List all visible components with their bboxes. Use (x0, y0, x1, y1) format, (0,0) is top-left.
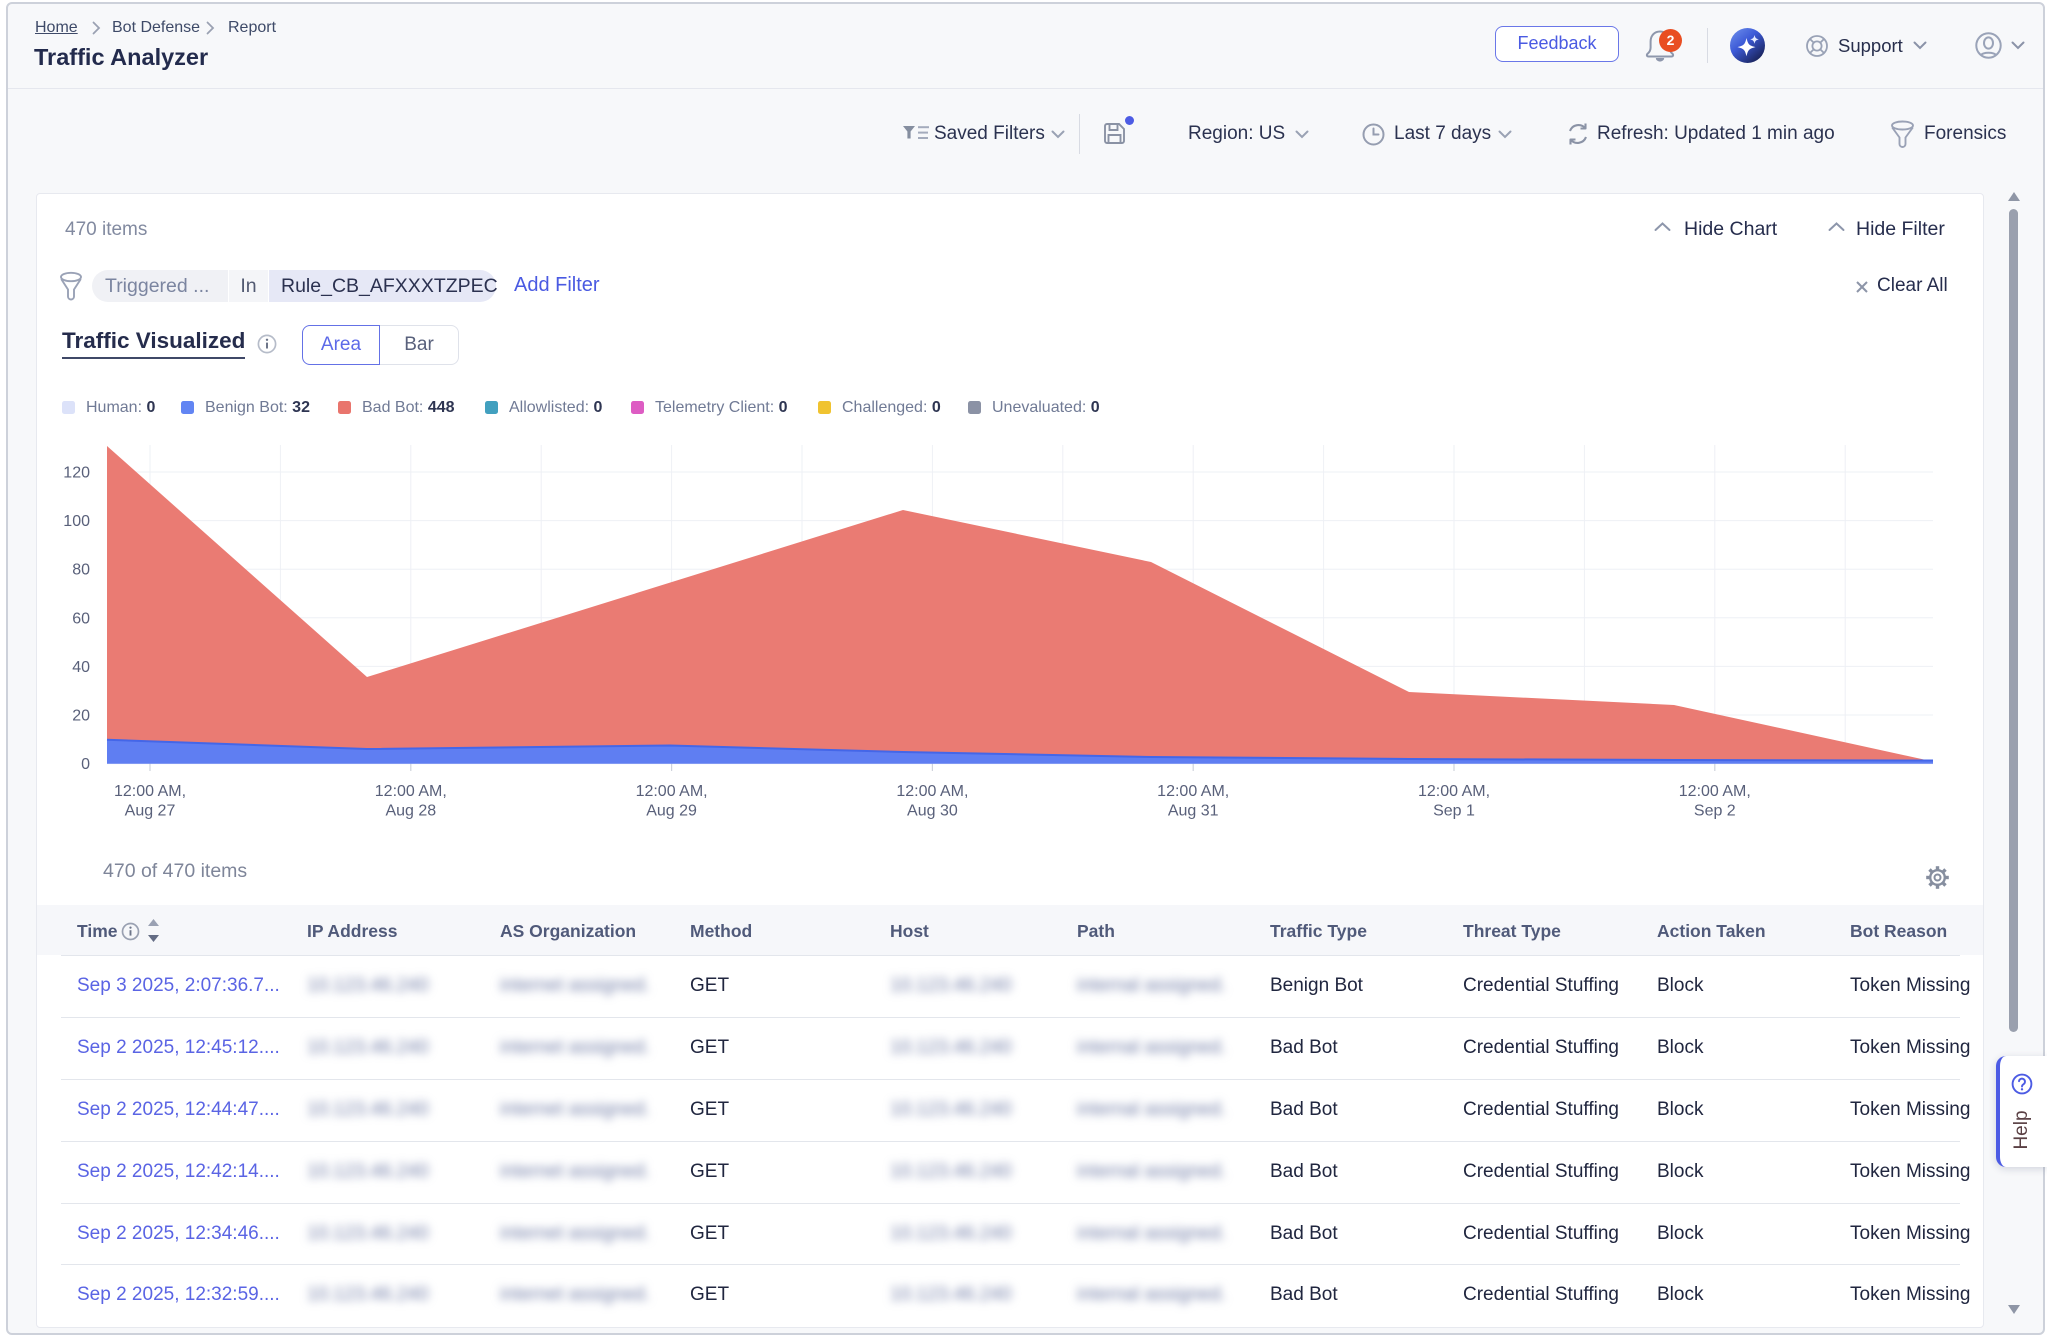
svg-text:12:00 AM,: 12:00 AM, (896, 783, 968, 800)
svg-text:Aug 29: Aug 29 (646, 803, 697, 820)
svg-text:12:00 AM,: 12:00 AM, (375, 783, 447, 800)
svg-text:120: 120 (63, 465, 90, 482)
svg-text:12:00 AM,: 12:00 AM, (1157, 783, 1229, 800)
svg-text:Sep 2: Sep 2 (1694, 803, 1736, 820)
svg-text:12:00 AM,: 12:00 AM, (1418, 783, 1490, 800)
svg-text:0: 0 (81, 756, 90, 773)
svg-text:12:00 AM,: 12:00 AM, (636, 783, 708, 800)
svg-text:Sep 1: Sep 1 (1433, 803, 1475, 820)
svg-text:80: 80 (72, 562, 90, 579)
svg-text:20: 20 (72, 708, 90, 725)
svg-text:12:00 AM,: 12:00 AM, (114, 783, 186, 800)
svg-text:60: 60 (72, 610, 90, 627)
svg-text:40: 40 (72, 659, 90, 676)
svg-text:12:00 AM,: 12:00 AM, (1679, 783, 1751, 800)
svg-text:Aug 27: Aug 27 (125, 803, 176, 820)
svg-text:100: 100 (63, 513, 90, 530)
svg-text:Aug 31: Aug 31 (1168, 803, 1219, 820)
svg-text:Aug 30: Aug 30 (907, 803, 958, 820)
svg-text:Aug 28: Aug 28 (385, 803, 436, 820)
